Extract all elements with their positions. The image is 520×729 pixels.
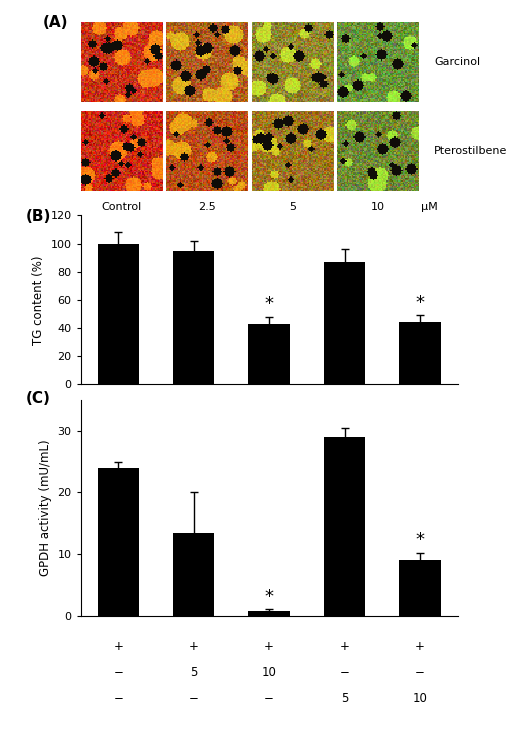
Bar: [249, 324, 290, 384]
Text: *: *: [415, 531, 424, 549]
Text: Garcinol: Garcinol: [434, 57, 480, 67]
Text: −: −: [113, 666, 123, 679]
Bar: [399, 561, 440, 616]
Bar: [98, 468, 139, 616]
Text: μM: μM: [421, 202, 437, 212]
Bar: [173, 251, 214, 384]
Y-axis label: TG content (%): TG content (%): [32, 255, 45, 345]
Text: *: *: [265, 588, 274, 606]
Text: *: *: [415, 294, 424, 312]
Bar: [324, 437, 365, 616]
Text: +: +: [264, 640, 274, 652]
Text: −: −: [340, 666, 349, 679]
Text: 2.5: 2.5: [198, 202, 216, 212]
Text: +: +: [415, 640, 425, 652]
Text: (A): (A): [43, 15, 69, 30]
Text: *: *: [265, 295, 274, 313]
Text: Control: Control: [101, 202, 141, 212]
Y-axis label: GPDH activity (mU/mL): GPDH activity (mU/mL): [39, 440, 52, 576]
Text: Pterostilbene: Pterostilbene: [434, 146, 508, 156]
Text: −: −: [113, 692, 123, 705]
Text: −: −: [415, 666, 425, 679]
Bar: [324, 262, 365, 384]
Text: (C): (C): [26, 391, 51, 406]
Text: 10: 10: [371, 202, 385, 212]
Text: −: −: [189, 692, 199, 705]
Text: (B): (B): [26, 208, 51, 224]
Bar: [98, 243, 139, 384]
Text: 10: 10: [262, 666, 277, 679]
Text: +: +: [113, 640, 123, 652]
Text: 5: 5: [341, 692, 348, 705]
Bar: [249, 611, 290, 616]
Text: 5: 5: [289, 202, 296, 212]
Text: +: +: [340, 640, 349, 652]
Text: +: +: [189, 640, 199, 652]
Text: 5: 5: [190, 666, 198, 679]
Text: 10: 10: [412, 692, 427, 705]
Bar: [173, 533, 214, 616]
Bar: [399, 322, 440, 384]
Text: −: −: [264, 692, 274, 705]
